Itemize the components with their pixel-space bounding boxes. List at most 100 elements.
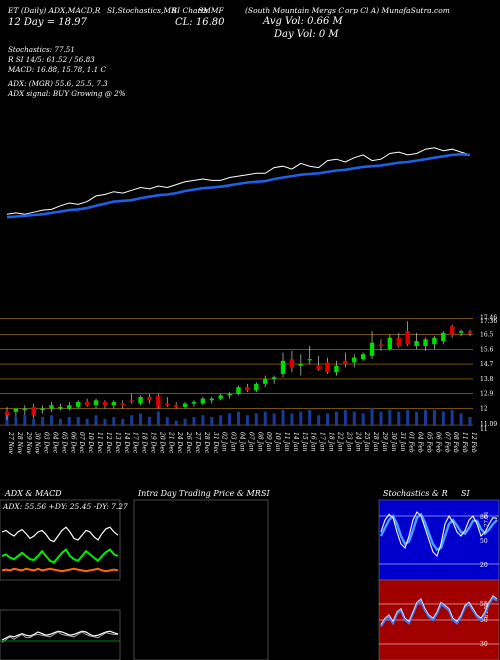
date-label-23: 31 Dec: [212, 432, 219, 454]
volume-bar-29: [263, 411, 267, 426]
date-label-51: 11 Feb: [461, 432, 468, 453]
candle-body-5: [49, 405, 54, 409]
date-label-50: 08 Feb: [452, 432, 459, 453]
date-label-16: 19 Dec: [149, 432, 156, 454]
volume-bar-47: [423, 409, 427, 426]
volume-bar-23: [210, 417, 214, 426]
stoch-k-line: [380, 511, 498, 558]
volume-bar-42: [379, 411, 383, 426]
candle-body-43: [387, 337, 393, 350]
volume-bar-9: [85, 418, 89, 426]
candle-body-40: [360, 354, 366, 360]
candle-body-17: [156, 395, 161, 407]
candle-body-1: [13, 408, 19, 412]
date-label-43: 30 Jan: [390, 432, 397, 452]
candle-body-12: [111, 401, 117, 406]
chart-header: ET (Daily) ADX,MACD,R SI,Stochastics,MR …: [7, 6, 450, 15]
candle-body-0: [4, 411, 10, 416]
date-label-35: 17 Jan: [319, 432, 326, 452]
volume-bar-32: [290, 413, 294, 426]
date-label-2: 29 Nov: [25, 431, 32, 454]
header-line1-left: ET (Daily) ADX,MACD,R: [7, 6, 101, 15]
volume-bar-22: [201, 415, 205, 426]
adx-panel-title: ADX & MACD: [4, 489, 62, 498]
volume-bar-20: [183, 418, 187, 426]
volume-bar-33: [299, 411, 303, 426]
trend-lines: [6, 147, 471, 219]
stochastics-readout: Stochastics: 77.51: [8, 45, 75, 54]
rsi-line: [380, 595, 498, 627]
volume-bar-44: [397, 411, 401, 426]
date-label-10: 11 Dec: [96, 432, 103, 454]
date-label-48: 06 Feb: [434, 432, 441, 453]
adx-lines: [1, 526, 119, 573]
volume-bar-48: [432, 409, 436, 426]
volume-bar-10: [94, 415, 98, 426]
candle-body-23: [209, 398, 214, 401]
date-label-26: 04 Jan: [239, 432, 246, 452]
macd-lines: [0, 630, 120, 643]
volume-bar-41: [370, 408, 374, 426]
header-close: CL: 16.80: [175, 17, 225, 28]
date-label-5: 04 Dec: [52, 432, 59, 454]
candle-body-24: [218, 395, 223, 399]
candle-body-21: [191, 401, 197, 404]
volume-bar-45: [406, 409, 410, 426]
candle-body-4: [40, 408, 45, 411]
date-label-33: 15 Jan: [301, 432, 308, 452]
plus-di-line: [1, 548, 119, 564]
date-label-29: 09 Jan: [265, 432, 272, 452]
candle-body-22: [200, 398, 206, 404]
date-label-3: 30 Nov: [34, 432, 41, 454]
volume-bar-6: [58, 418, 62, 426]
volume-bar-30: [272, 413, 276, 426]
volume-bar-35: [317, 415, 321, 426]
candle-body-16: [147, 397, 152, 401]
date-label-47: 05 Feb: [425, 432, 432, 453]
candle-body-7: [67, 405, 72, 409]
adx-panel: [0, 499, 121, 581]
stoch-value-label: 77.51: [484, 511, 490, 527]
rsi-tick-30: 30: [480, 641, 488, 648]
candle-body-31: [280, 360, 286, 374]
macd-signal-line: [1, 631, 119, 643]
date-label-44: 31 Jan: [399, 432, 406, 452]
candle-body-42: [378, 344, 384, 346]
candle-body-39: [352, 357, 357, 363]
price-gridlines: [0, 318, 473, 426]
date-label-30: 10 Jan: [274, 432, 281, 452]
candle-body-29: [263, 378, 268, 384]
date-label-18: 21 Dec: [167, 431, 174, 454]
date-label-49: 07 Feb: [443, 432, 450, 453]
date-label-41: 28 Jan: [372, 431, 379, 452]
date-label-14: 17 Dec: [132, 432, 139, 454]
macd-line: [1, 630, 119, 641]
price-label-2: 16.5: [480, 331, 494, 338]
candle-body-26: [236, 387, 241, 394]
volume-bar-2: [23, 415, 27, 426]
stoch-tick-80: 80: [480, 514, 488, 521]
date-label-28: 08 Jan: [256, 432, 263, 452]
volume-bar-38: [343, 409, 347, 426]
volume-bar-31: [281, 409, 285, 426]
date-label-15: 18 Dec: [141, 432, 148, 454]
adx-panel-readout: ADX: 55.56 +DY: 25.45 -DY: 7.27: [2, 502, 128, 511]
candle-body-50: [449, 326, 455, 335]
candle-body-47: [423, 339, 428, 346]
volume-bar-13: [121, 418, 125, 426]
candle-body-52: [467, 331, 473, 333]
date-label-27: 07 Jan: [247, 432, 254, 452]
volume-bar-21: [192, 417, 196, 426]
candle-body-10: [93, 400, 99, 406]
date-label-7: 06 Dec: [69, 432, 76, 454]
minus-di-line: [1, 567, 119, 573]
stochastic-lines: [379, 511, 498, 558]
date-label-6: 05 Dec: [60, 432, 67, 454]
volume-bar-18: [165, 417, 169, 426]
volume-bar-1: [14, 417, 18, 426]
candle-body-32: [289, 359, 295, 368]
candle-body-41: [369, 342, 375, 356]
price-label-0: 17.46: [480, 315, 497, 322]
stoch-tick-20: 20: [480, 562, 488, 569]
